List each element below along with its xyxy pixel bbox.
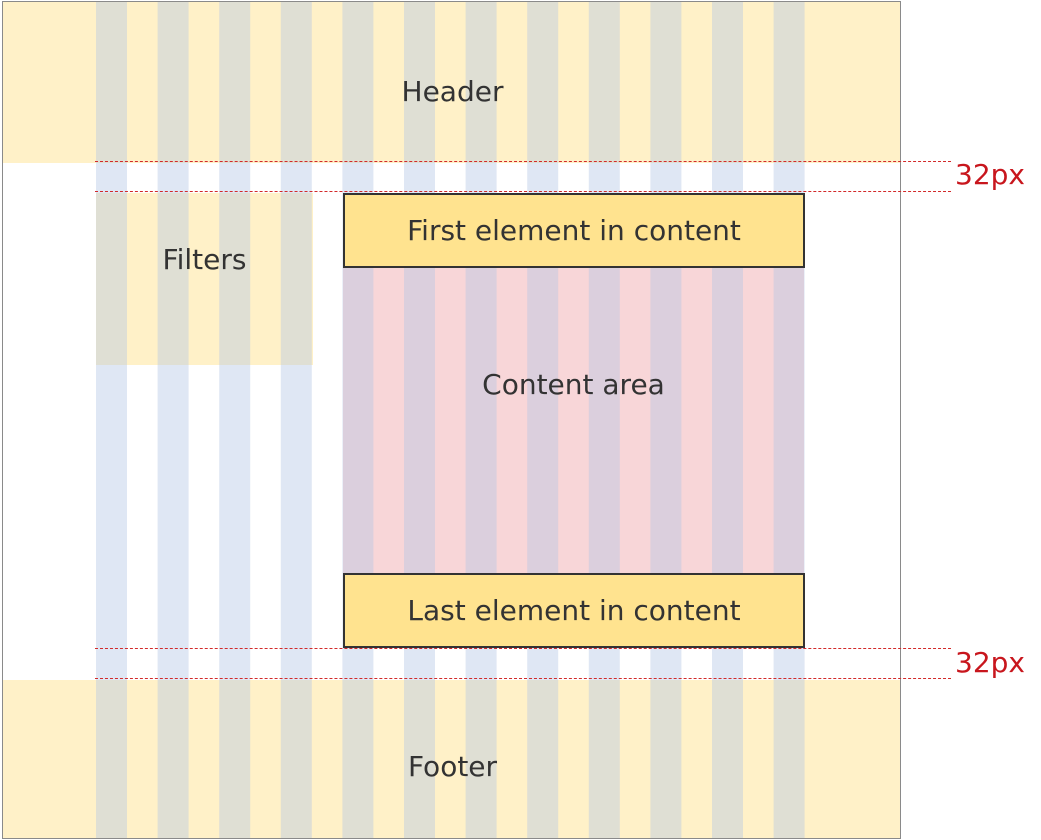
footer-region (3, 680, 900, 838)
footer-label: Footer (407, 750, 498, 783)
top-gap-measure: 32px (955, 158, 1025, 191)
bottom-gap-measure: 32px (955, 646, 1025, 679)
filters-label: Filters (162, 243, 247, 276)
content-area-label: Content area (482, 368, 665, 401)
first-element-box: First element in content (343, 193, 805, 268)
header-region (3, 2, 900, 163)
header-label: Header (401, 75, 504, 108)
content-area (343, 267, 804, 574)
top-gap-guide-lower (95, 191, 951, 192)
last-element-box: Last element in content (343, 573, 805, 648)
page-frame: Header Footer Filters Content area First… (2, 1, 901, 839)
bottom-gap-guide-lower (95, 678, 951, 679)
top-gap-guide-upper (95, 161, 951, 162)
bottom-gap-guide-upper (95, 648, 951, 649)
filters-region (96, 193, 313, 365)
